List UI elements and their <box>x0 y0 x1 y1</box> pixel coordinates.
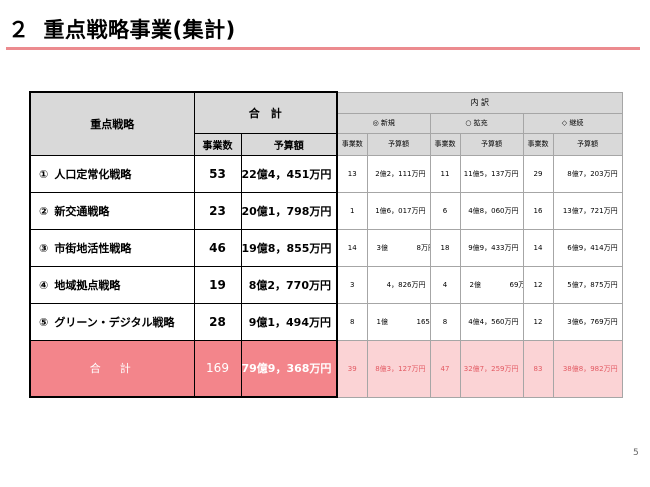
expand-budget: 4億4，560万円 <box>459 302 524 341</box>
new-count: 13 <box>336 154 368 193</box>
strategy-name: ④ 地域拠点戦略 <box>29 265 195 304</box>
continue-count: 14 <box>522 228 554 267</box>
total-continue-count: 83 <box>522 339 554 398</box>
strategy-marker: ③ <box>39 241 49 255</box>
header-expand-budget: 予算額 <box>459 132 524 156</box>
table-row: ⑤ グリーン・デジタル戦略 28 9億1，494万円 8 1億 165万円 8 4億… <box>29 302 623 341</box>
total-new-count: 39 <box>336 339 368 398</box>
header-count: 事業数 <box>193 132 242 156</box>
slide-number: 5 <box>633 448 639 458</box>
total-label: 合 計 <box>29 339 195 398</box>
row-count: 19 <box>193 265 242 304</box>
total-expand-budget: 32億7，259万円 <box>459 339 524 398</box>
expand-budget: 11億5，137万円 <box>459 154 524 193</box>
strategy-marker: ② <box>39 204 49 218</box>
row-count: 28 <box>193 302 242 341</box>
new-budget: 2億2，111万円 <box>366 154 431 193</box>
total-row: 合 計 169 79億9，368万円 39 8億3，127万円 47 32億7，… <box>29 339 623 398</box>
continue-count: 12 <box>522 265 554 304</box>
row-budget: 19億8，855万円 <box>240 228 338 267</box>
header-new-count: 事業数 <box>336 132 368 156</box>
table-row: ① 人口定常化戦略 53 22億4，451万円 13 2億2，111万円 11 1… <box>29 154 623 193</box>
header-total-group: 合 計 <box>193 91 338 134</box>
continue-budget: 6億9，414万円 <box>552 228 623 267</box>
row-budget: 22億4，451万円 <box>240 154 338 193</box>
strategy-marker: ① <box>39 167 49 181</box>
row-count: 46 <box>193 228 242 267</box>
header-budget: 予算額 <box>240 132 338 156</box>
row-budget: 8億2，770万円 <box>240 265 338 304</box>
header-new-budget: 予算額 <box>366 132 431 156</box>
table-row: ③ 市街地活性戦略 46 19億8，855万円 14 3億 8万円 18 9億9，4… <box>29 228 623 267</box>
header-continue-budget: 予算額 <box>552 132 623 156</box>
header-continue: ◇ 継続 <box>522 112 623 134</box>
strategy-name: ② 新交通戦略 <box>29 191 195 230</box>
strategy-budget-table: 重点戦略 合 計 内 訳 ◎ 新規 ○ 拡充 ◇ 継続 事業数 予算額 事業数 … <box>29 91 623 398</box>
expand-count: 8 <box>429 302 461 341</box>
row-count: 23 <box>193 191 242 230</box>
header-expand-count: 事業数 <box>429 132 461 156</box>
row-budget: 9億1，494万円 <box>240 302 338 341</box>
new-count: 8 <box>336 302 368 341</box>
new-count: 3 <box>336 265 368 304</box>
total-continue-budget: 38億8，982万円 <box>552 339 623 398</box>
total-budget: 79億9，368万円 <box>240 339 338 398</box>
continue-budget: 13億7，721万円 <box>552 191 623 230</box>
new-budget: 1億 165万円 <box>366 302 431 341</box>
new-budget-oku: 1億 <box>376 317 388 326</box>
new-budget-man: 165万円 <box>416 317 430 326</box>
title-underline <box>6 47 640 50</box>
total-expand-count: 47 <box>429 339 461 398</box>
page-title-number: ２ <box>8 18 30 42</box>
header-expand: ○ 拡充 <box>429 112 524 134</box>
header-strategy: 重点戦略 <box>29 91 195 156</box>
expand-count: 18 <box>429 228 461 267</box>
expand-budget: 9億9，433万円 <box>459 228 524 267</box>
strategy-name: ⑤ グリーン・デジタル戦略 <box>29 302 195 341</box>
expand-count: 6 <box>429 191 461 230</box>
expand-count: 11 <box>429 154 461 193</box>
total-new-budget: 8億3，127万円 <box>366 339 431 398</box>
new-budget: 4，826万円 <box>366 265 431 304</box>
total-count: 169 <box>193 339 242 398</box>
expand-budget-oku: 2億 <box>469 280 481 289</box>
strategy-label: 地域拠点戦略 <box>54 278 121 292</box>
expand-budget: 4億8，060万円 <box>459 191 524 230</box>
strategy-name: ③ 市街地活性戦略 <box>29 228 195 267</box>
new-budget: 1億6，017万円 <box>366 191 431 230</box>
header-continue-count: 事業数 <box>522 132 554 156</box>
new-budget: 3億 8万円 <box>366 228 431 267</box>
row-count: 53 <box>193 154 242 193</box>
header-new: ◎ 新規 <box>336 112 431 134</box>
expand-budget: 2億 69万円 <box>459 265 524 304</box>
strategy-marker: ④ <box>39 278 49 292</box>
continue-count: 16 <box>522 191 554 230</box>
new-budget-oku: 3億 <box>376 243 388 252</box>
strategy-name: ① 人口定常化戦略 <box>29 154 195 193</box>
continue-count: 29 <box>522 154 554 193</box>
strategy-marker: ⑤ <box>39 315 49 329</box>
table-row: ② 新交通戦略 23 20億1，798万円 1 1億6，017万円 6 4億8，0… <box>29 191 623 230</box>
expand-budget-man: 69万円 <box>509 280 523 289</box>
page-title: ２ 重点戦略事業(集計) <box>8 14 236 44</box>
continue-budget: 8億7，203万円 <box>552 154 623 193</box>
new-count: 14 <box>336 228 368 267</box>
expand-count: 4 <box>429 265 461 304</box>
strategy-label: グリーン・デジタル戦略 <box>54 315 175 329</box>
page-title-text: 重点戦略事業(集計) <box>43 18 236 42</box>
strategy-label: 新交通戦略 <box>54 204 110 218</box>
continue-budget: 5億7，875万円 <box>552 265 623 304</box>
continue-budget: 3億6，769万円 <box>552 302 623 341</box>
strategy-label: 人口定常化戦略 <box>54 167 132 181</box>
new-budget-man: 8万円 <box>416 243 430 252</box>
continue-count: 12 <box>522 302 554 341</box>
strategy-label: 市街地活性戦略 <box>54 241 132 255</box>
header-breakdown: 内 訳 <box>336 91 623 114</box>
row-budget: 20億1，798万円 <box>240 191 338 230</box>
new-count: 1 <box>336 191 368 230</box>
